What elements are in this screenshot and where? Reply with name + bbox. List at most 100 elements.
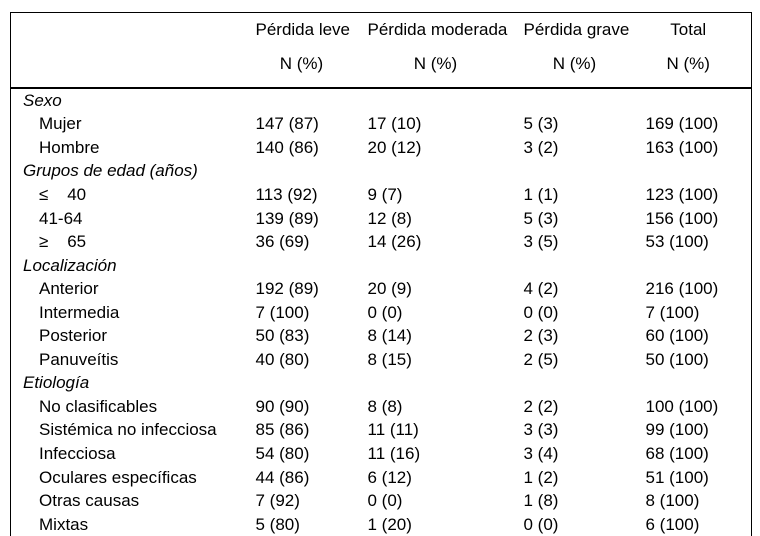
value-cell: 53 (100) bbox=[645, 232, 709, 252]
empty-cell bbox=[524, 88, 646, 113]
row-label: Intermedia bbox=[39, 302, 120, 322]
empty-cell bbox=[256, 88, 368, 113]
value-cell: 5 (3) bbox=[523, 208, 559, 228]
header-row: Pérdida leve Pérdida moderada Pérdida gr… bbox=[11, 13, 752, 52]
subheader-n-pct: N (%) bbox=[645, 51, 752, 89]
table-row: Hombre 140 (86) 20 (12) 3 (2) 163 (100) bbox=[11, 136, 752, 160]
row-label: Mixtas bbox=[39, 514, 89, 534]
value-cell: 90 (90) bbox=[255, 396, 310, 416]
row-label: Mujer bbox=[39, 114, 82, 134]
value-cell: 11 (16) bbox=[367, 443, 421, 463]
row-label: Panuveítis bbox=[39, 349, 119, 369]
value-cell: 6 (12) bbox=[367, 467, 412, 487]
value-cell: 7 (100) bbox=[255, 302, 310, 322]
value-cell: 7 (92) bbox=[255, 491, 300, 511]
table-row: No clasificables 90 (90) 8 (8) 2 (2) 100 (10… bbox=[11, 395, 752, 419]
value-cell: 2 (3) bbox=[523, 326, 559, 346]
value-cell: 8 (8) bbox=[367, 396, 403, 416]
value-cell: 9 (7) bbox=[367, 184, 403, 204]
value-cell: 68 (100) bbox=[645, 443, 709, 463]
value-cell: 60 (100) bbox=[645, 326, 709, 346]
empty-cell bbox=[256, 254, 368, 278]
empty-cell bbox=[524, 372, 646, 396]
table-row: ≥ 65 36 (69) 14 (26) 3 (5) 53 (100) bbox=[11, 230, 752, 254]
empty-cell bbox=[256, 372, 368, 396]
value-cell: 14 (26) bbox=[367, 232, 422, 252]
value-cell: 156 (100) bbox=[645, 208, 719, 228]
value-cell: 40 (80) bbox=[255, 349, 310, 369]
table-row: Otras causas 7 (92) 0 (0) 1 (8) 8 (100) bbox=[11, 489, 752, 513]
value-cell: 0 (0) bbox=[367, 302, 403, 322]
empty-cell bbox=[646, 372, 752, 396]
empty-cell bbox=[646, 160, 752, 184]
table-row: Posterior 50 (83) 8 (14) 2 (3) 60 (100) bbox=[11, 324, 752, 348]
value-cell: 216 (100) bbox=[645, 279, 719, 299]
value-cell: 99 (100) bbox=[645, 420, 709, 440]
value-cell: 5 (3) bbox=[523, 114, 559, 134]
section-label: Etiología bbox=[23, 373, 90, 393]
value-cell: 17 (10) bbox=[367, 114, 422, 134]
row-label: No clasificables bbox=[39, 396, 158, 416]
row-label: Infecciosa bbox=[39, 443, 116, 463]
value-cell: 0 (0) bbox=[523, 514, 559, 534]
value-cell: 0 (0) bbox=[367, 491, 403, 511]
empty-cell bbox=[646, 88, 752, 113]
value-cell: 0 (0) bbox=[523, 302, 559, 322]
subheader-n-pct: N (%) bbox=[523, 51, 646, 89]
value-cell: 139 (89) bbox=[255, 208, 319, 228]
row-label: Otras causas bbox=[39, 491, 140, 511]
section-label: Grupos de edad (años) bbox=[23, 161, 198, 181]
column-header-total: Total bbox=[670, 20, 707, 39]
section-row: Localización bbox=[11, 254, 752, 278]
table-row: Sistémica no infecciosa 85 (86) 11 (11) 3 (… bbox=[11, 419, 752, 443]
value-cell: 2 (2) bbox=[523, 396, 559, 416]
table-row: Oculares específicas 44 (86) 6 (12) 1 (2) 51… bbox=[11, 466, 752, 490]
section-label: Localización bbox=[23, 255, 117, 275]
value-cell: 20 (9) bbox=[367, 279, 412, 299]
column-header-perdida-grave: Pérdida grave bbox=[523, 20, 630, 39]
table-row: Mujer 147 (87) 17 (10) 5 (3) 169 (100) bbox=[11, 113, 752, 137]
value-cell: 3 (5) bbox=[523, 232, 559, 252]
value-cell: 4 (2) bbox=[523, 279, 559, 299]
value-cell: 140 (86) bbox=[255, 137, 319, 157]
value-cell: 113 (92) bbox=[255, 184, 318, 204]
empty-cell bbox=[368, 254, 524, 278]
value-cell: 1 (2) bbox=[523, 467, 559, 487]
value-cell: 169 (100) bbox=[645, 114, 719, 134]
subheader-n-pct: N (%) bbox=[367, 51, 524, 89]
value-cell: 100 (100) bbox=[645, 396, 719, 416]
section-row: Sexo bbox=[11, 88, 752, 113]
value-cell: 3 (3) bbox=[523, 420, 559, 440]
value-cell: 11 (11) bbox=[367, 420, 419, 440]
row-label: Posterior bbox=[39, 326, 108, 346]
value-cell: 6 (100) bbox=[645, 514, 700, 534]
value-cell: 147 (87) bbox=[255, 114, 319, 134]
subheader-empty-cell bbox=[10, 51, 256, 89]
value-cell: 12 (8) bbox=[367, 208, 412, 228]
value-cell: 7 (100) bbox=[645, 302, 700, 322]
table-row: Mixtas 5 (80) 1 (20) 0 (0) 6 (100) bbox=[11, 513, 752, 536]
empty-cell bbox=[524, 160, 646, 184]
empty-cell bbox=[256, 160, 368, 184]
section-row: Grupos de edad (años) bbox=[11, 160, 752, 184]
value-cell: 192 (89) bbox=[255, 279, 319, 299]
row-label: 41-64 bbox=[39, 208, 83, 228]
value-cell: 1 (20) bbox=[367, 514, 412, 534]
column-header-perdida-moderada: Pérdida moderada bbox=[367, 20, 508, 39]
table-row: Panuveítis 40 (80) 8 (15) 2 (5) 50 (100) bbox=[11, 348, 752, 372]
value-cell: 3 (4) bbox=[523, 443, 559, 463]
empty-cell bbox=[524, 254, 646, 278]
row-label: Sistémica no infecciosa bbox=[39, 420, 217, 440]
value-cell: 20 (12) bbox=[367, 137, 422, 157]
table-row: Anterior 192 (89) 20 (9) 4 (2) 216 (100) bbox=[11, 277, 752, 301]
value-cell: 2 (5) bbox=[523, 349, 559, 369]
section-row: Etiología bbox=[11, 372, 752, 396]
row-label: ≥ 65 bbox=[39, 232, 87, 252]
value-cell: 123 (100) bbox=[645, 184, 719, 204]
value-cell: 163 (100) bbox=[645, 137, 719, 157]
subheader-n-pct: N (%) bbox=[255, 51, 368, 89]
value-cell: 5 (80) bbox=[255, 514, 300, 534]
empty-cell bbox=[368, 160, 524, 184]
table-row: 41-64 139 (89) 12 (8) 5 (3) 156 (100) bbox=[11, 207, 752, 231]
